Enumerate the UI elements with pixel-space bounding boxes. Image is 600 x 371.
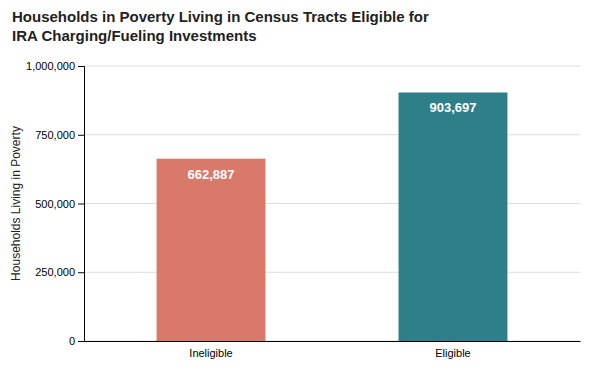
- tick-mark: [78, 135, 84, 136]
- tick-mark: [78, 272, 84, 273]
- tick-mark: [78, 204, 84, 205]
- y-axis: 0 250,000 500,000 750,000 1,000,000: [26, 60, 84, 347]
- y-axis-title: Households Living in Poverty: [9, 126, 23, 281]
- tick-label: 250,000: [35, 266, 75, 278]
- title-line: Households in Poverty Living in Census T…: [12, 8, 429, 25]
- tick: 500,000: [35, 198, 84, 210]
- tick-label: Eligible: [435, 347, 470, 359]
- axis-line: [78, 67, 85, 342]
- bar: [157, 159, 266, 341]
- tick: Eligible: [435, 347, 470, 359]
- title-line: IRA Charging/Fueling Investments: [12, 27, 256, 44]
- plot: 0 250,000 500,000 750,000 1,000,000 Ineligibl…: [26, 60, 580, 359]
- tick-mark: [78, 341, 84, 342]
- tick-mark: [78, 66, 84, 67]
- grid-line: [84, 66, 580, 67]
- grid: [84, 66, 580, 341]
- axis-line: [85, 341, 581, 342]
- tick-label: 1,000,000: [26, 60, 75, 72]
- tick: Ineligible: [189, 347, 232, 359]
- title: Households in Poverty Living in Census T…: [12, 8, 429, 44]
- tick: 250,000: [35, 266, 84, 278]
- tick-label: Ineligible: [189, 347, 232, 359]
- tick-label: 500,000: [35, 198, 75, 210]
- bar: [399, 92, 508, 341]
- chart: Households in Poverty Living in Census T…: [0, 0, 600, 371]
- tick: 1,000,000: [26, 60, 84, 72]
- data-label: 662,887: [188, 167, 235, 182]
- tick: 750,000: [35, 129, 84, 141]
- x-axis: Ineligible Eligible: [85, 342, 581, 359]
- data-labels: 662,887 903,697: [188, 100, 477, 181]
- tick: 0: [69, 335, 84, 347]
- data-label: 903,697: [429, 100, 476, 115]
- bars: [157, 92, 508, 341]
- tick-label: 750,000: [35, 129, 75, 141]
- tick-label: 0: [69, 335, 75, 347]
